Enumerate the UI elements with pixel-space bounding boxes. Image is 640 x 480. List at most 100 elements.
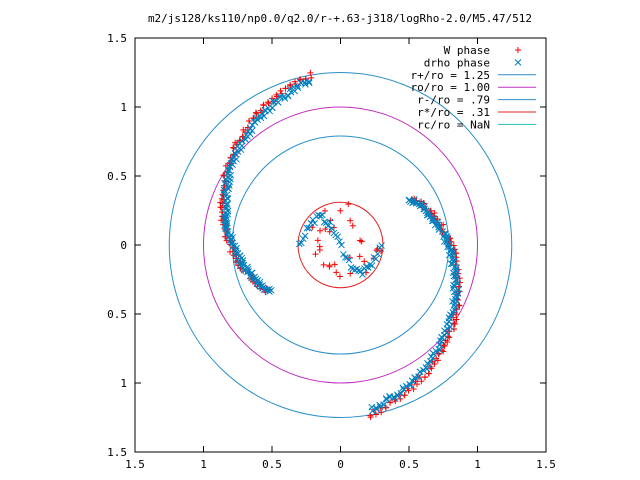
series-1-point-261 <box>449 257 457 265</box>
ref-circle-1 <box>203 106 478 384</box>
series-1-point-17 <box>276 92 284 100</box>
axis-layer: 1.5 1 0.5 0 0.5 1 1.51.510.500.511.5 <box>107 32 556 471</box>
series-1-point-341 <box>336 238 343 245</box>
series-1-point-342 <box>338 241 345 249</box>
y-tick-label-1: 1 <box>120 377 127 390</box>
series-1-point-328 <box>311 219 319 227</box>
series-0-point-224 <box>431 209 438 216</box>
series-1-point-55 <box>232 150 239 158</box>
series-0-point-246 <box>326 228 333 235</box>
series-1-point-191 <box>416 368 424 376</box>
series-1-point-0 <box>305 78 313 86</box>
series-1-point-72 <box>221 179 229 187</box>
series-1-point-11 <box>286 85 294 93</box>
series-1-point-294 <box>430 214 437 222</box>
series-1-point-159 <box>267 286 275 294</box>
x-tick-label-5: 1 <box>474 458 481 471</box>
series-1-point-352 <box>357 268 364 275</box>
series-0-point-267 <box>320 261 327 268</box>
series-1-point-281 <box>442 230 450 238</box>
series-1-point-126 <box>237 259 244 267</box>
ref-circle-2 <box>231 135 450 355</box>
series-1-point-320 <box>296 240 303 248</box>
series-0-point-41 <box>230 144 237 151</box>
series-0-point-260 <box>330 224 337 231</box>
y-tick-label-3: 0 <box>120 239 127 252</box>
series-1-point-336 <box>326 218 334 226</box>
series-1-point-334 <box>322 219 330 227</box>
x-tick-label-0: 1.5 <box>125 458 145 471</box>
series-0-point-24 <box>252 109 259 116</box>
legend-label-5: r*/ro = .31 <box>417 106 490 119</box>
series-1-point-324 <box>303 224 311 232</box>
series-1-point-319 <box>406 196 413 204</box>
series-0-point-12 <box>277 87 284 94</box>
series-1-point-322 <box>299 235 307 243</box>
series-1-point-31 <box>256 112 264 120</box>
series-1-point-174 <box>393 391 401 399</box>
series-0-point-158 <box>440 341 447 348</box>
series-0-point-25 <box>253 110 260 117</box>
series-1-point-347 <box>347 264 355 271</box>
series-0-point-38 <box>232 139 239 146</box>
series-0-point-250 <box>374 245 381 252</box>
series-0-point-241 <box>337 207 344 214</box>
y-tick-label-2: 0.5 <box>107 308 127 321</box>
legend-label-2: r+/ro = 1.25 <box>411 69 490 82</box>
series-1-point-340 <box>334 233 341 241</box>
series-1-point-75 <box>224 184 232 192</box>
series-0-point-123 <box>372 411 379 418</box>
series-0-point-18 <box>264 99 271 106</box>
series-0-point-159 <box>441 343 448 350</box>
series-1-point-112 <box>229 242 237 250</box>
series-0-point-121 <box>367 414 374 421</box>
series-1-point-363 <box>378 242 385 249</box>
y-tick-label-0: 1.5 <box>107 446 127 459</box>
series-1-point-78 <box>220 189 227 197</box>
legend-swatch-0 <box>515 47 521 53</box>
series-0-point-268 <box>316 243 323 250</box>
series-0-point-11 <box>282 85 289 92</box>
x-tick-label-3: 0 <box>337 458 344 471</box>
series-1-point-346 <box>345 256 353 264</box>
series-0-point-19 <box>265 100 272 107</box>
series-1-point-7 <box>294 82 301 90</box>
series-1-point-37 <box>248 121 256 129</box>
series-1-point-189 <box>415 373 423 381</box>
ref-circle-3 <box>297 201 384 289</box>
legend-label-0: W phase <box>444 44 490 57</box>
series-1-point-241 <box>450 288 458 296</box>
chart-title: m2/js128/ks110/np0.0/q2.0/r-+.63-j318/lo… <box>148 12 532 25</box>
series-1-point-209 <box>436 341 443 348</box>
y-tick-label-6: 1.5 <box>107 32 127 45</box>
ref-circle-0 <box>168 72 513 418</box>
series-1-point-183 <box>406 381 414 389</box>
series-1-point-356 <box>364 264 372 271</box>
series-0-point-29 <box>246 117 253 124</box>
series-1-point-276 <box>444 235 452 243</box>
series-0-point-254 <box>312 251 319 258</box>
series-1-point-178 <box>399 384 407 392</box>
series-1-point-27 <box>262 107 269 115</box>
data-layer <box>168 69 513 421</box>
series-0-point-245 <box>357 237 364 244</box>
series-1-point-213 <box>438 333 445 341</box>
series-0-point-83 <box>223 237 230 244</box>
series-1-point-331 <box>317 212 324 220</box>
series-1-point-185 <box>408 377 416 385</box>
series-1-point-332 <box>318 211 326 219</box>
x-tick-label-4: 0.5 <box>399 458 419 471</box>
series-1-point-360 <box>372 255 380 263</box>
series-0-point-161 <box>442 337 449 344</box>
series-0-point-129 <box>387 399 394 406</box>
series-1-point-3 <box>302 81 309 88</box>
series-0-point-269 <box>361 258 368 265</box>
series-0-point-247 <box>345 201 352 208</box>
series-1-point-167 <box>380 401 388 409</box>
series-1-point-337 <box>328 225 336 232</box>
series-0-point-127 <box>382 404 389 411</box>
series-1-point-357 <box>366 261 374 268</box>
series-1-point-162 <box>372 405 380 413</box>
series-1-point-355 <box>362 263 370 271</box>
series-1-point-361 <box>374 250 382 258</box>
